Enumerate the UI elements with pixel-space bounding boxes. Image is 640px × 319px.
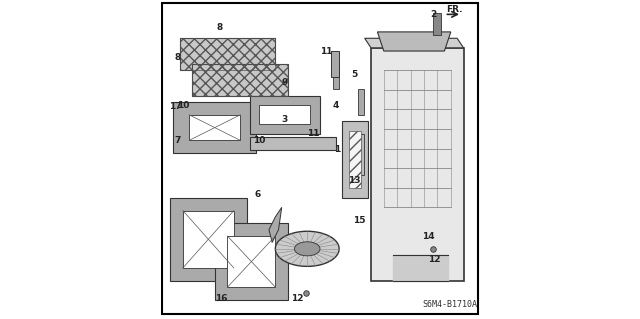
Text: 4: 4 (333, 101, 339, 110)
Text: FR.: FR. (446, 5, 463, 14)
Polygon shape (365, 38, 463, 48)
Polygon shape (342, 121, 368, 198)
Polygon shape (349, 131, 362, 188)
Text: 12: 12 (291, 294, 304, 303)
Polygon shape (259, 105, 310, 124)
Text: 3: 3 (282, 115, 288, 124)
Polygon shape (193, 64, 288, 96)
Polygon shape (215, 223, 288, 300)
Text: 17: 17 (170, 102, 182, 111)
Polygon shape (173, 102, 256, 153)
Polygon shape (250, 96, 320, 134)
Polygon shape (294, 242, 320, 256)
Text: 8: 8 (216, 23, 223, 32)
Polygon shape (331, 51, 339, 77)
Polygon shape (180, 38, 275, 70)
Polygon shape (333, 70, 339, 89)
Text: 8: 8 (175, 53, 181, 62)
Polygon shape (378, 32, 451, 51)
Polygon shape (275, 231, 339, 266)
Polygon shape (358, 89, 364, 115)
Text: 14: 14 (422, 232, 435, 241)
Polygon shape (250, 137, 336, 150)
Text: 16: 16 (215, 294, 227, 303)
Text: 10: 10 (177, 101, 189, 110)
Text: 13: 13 (349, 176, 361, 185)
Polygon shape (433, 13, 441, 35)
Polygon shape (170, 198, 246, 281)
Polygon shape (269, 207, 282, 242)
Text: 11: 11 (320, 47, 333, 56)
Text: 9: 9 (282, 78, 288, 87)
Text: S6M4-B1710A: S6M4-B1710A (422, 300, 477, 309)
Text: 11: 11 (307, 130, 320, 138)
Text: 12: 12 (428, 256, 440, 264)
Polygon shape (371, 48, 463, 281)
Polygon shape (183, 211, 234, 268)
Text: 15: 15 (353, 216, 365, 225)
Text: 6: 6 (255, 190, 261, 199)
Text: 7: 7 (175, 136, 181, 145)
Text: 1: 1 (335, 145, 340, 154)
Polygon shape (358, 134, 364, 175)
Text: 5: 5 (351, 70, 358, 79)
Text: 10: 10 (253, 137, 266, 145)
Polygon shape (189, 115, 240, 140)
Polygon shape (227, 236, 275, 287)
Text: 2: 2 (430, 10, 436, 19)
